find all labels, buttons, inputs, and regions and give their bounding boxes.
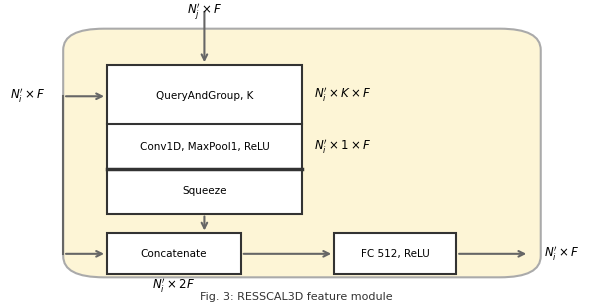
Text: $N_j' \times F$: $N_j' \times F$ <box>186 2 222 21</box>
FancyBboxPatch shape <box>107 65 302 214</box>
Text: FC 512, ReLU: FC 512, ReLU <box>360 249 430 259</box>
Text: Fig. 3: RESSCAL3D feature module: Fig. 3: RESSCAL3D feature module <box>200 292 392 302</box>
Text: $N_i' \times F$: $N_i' \times F$ <box>543 245 579 263</box>
Text: Concatenate: Concatenate <box>140 249 207 259</box>
Text: $N_i' \times K \times F$: $N_i' \times K \times F$ <box>314 86 371 104</box>
FancyBboxPatch shape <box>107 233 241 274</box>
Text: QueryAndGroup, K: QueryAndGroup, K <box>156 91 253 101</box>
Text: $N_i' \times 2F$: $N_i' \times 2F$ <box>152 277 195 295</box>
Text: $N_i' \times 1 \times F$: $N_i' \times 1 \times F$ <box>314 138 371 156</box>
FancyBboxPatch shape <box>334 233 456 274</box>
FancyBboxPatch shape <box>63 29 541 277</box>
Text: Squeeze: Squeeze <box>182 186 227 196</box>
Text: Conv1D, MaxPool1, ReLU: Conv1D, MaxPool1, ReLU <box>140 142 269 152</box>
Text: $N_i' \times F$: $N_i' \times F$ <box>10 87 45 105</box>
